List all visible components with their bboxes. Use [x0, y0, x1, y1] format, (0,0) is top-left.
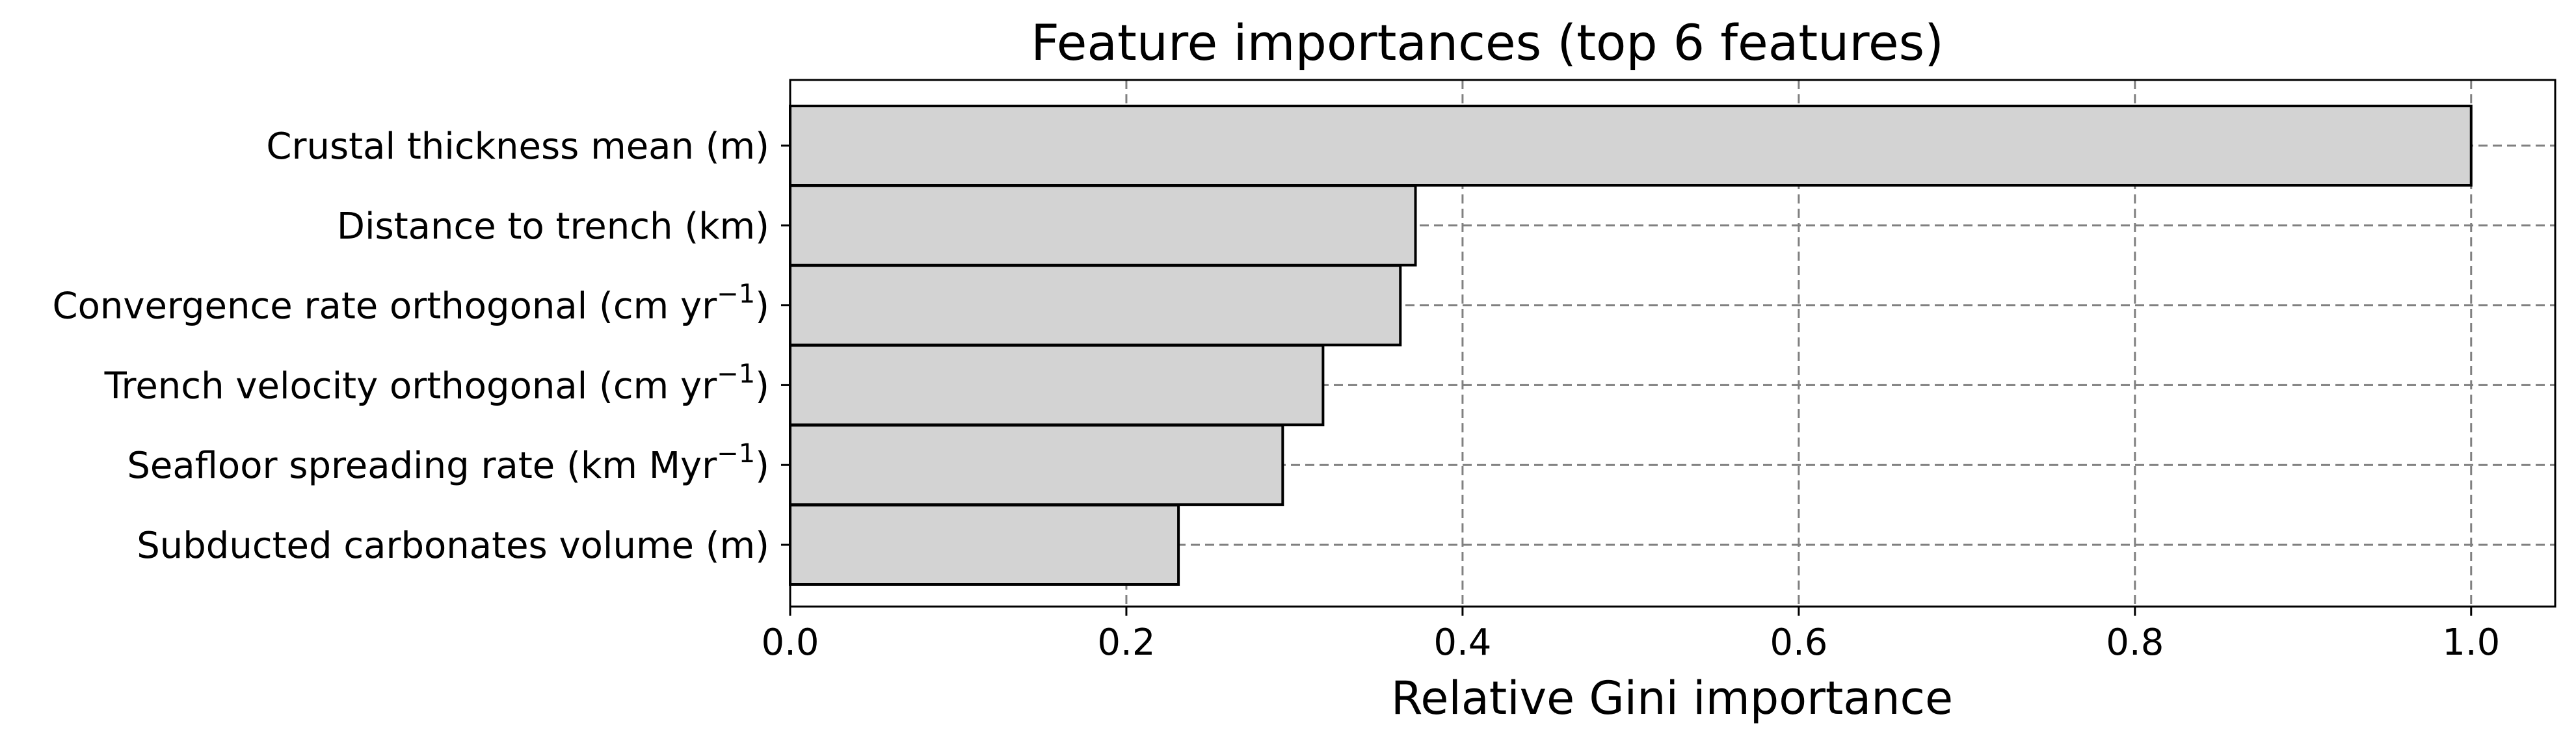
y-category-label: Subducted carbonates volume (m) [137, 525, 769, 567]
y-category-label: Distance to trench (km) [337, 205, 769, 248]
x-tick-label: 0.0 [761, 622, 819, 664]
x-tick-label: 0.2 [1097, 622, 1155, 664]
x-axis-label: Relative Gini importance [1391, 672, 1953, 725]
y-category-label: Crustal thickness mean (m) [266, 125, 769, 168]
y-category-label: Trench velocity orthogonal (cm yr−1) [104, 359, 769, 407]
y-category-label: Seafloor spreading rate (km Myr−1) [127, 439, 769, 487]
bar [789, 184, 1417, 267]
chart-title: Feature importances (top 6 features) [1031, 14, 1944, 72]
x-tick-label: 0.4 [1433, 622, 1491, 664]
x-axis-ticks: 0.0 0.2 0.4 0.6 0.8 1.0 [761, 144, 2500, 664]
x-tick-label: 0.8 [2106, 622, 2164, 664]
x-tick-label: 0.6 [1770, 622, 1827, 664]
bar [789, 504, 1180, 586]
y-category-label: Convergence rate orthogonal (cm yr−1) [52, 280, 769, 328]
plot-frame [789, 79, 2556, 608]
x-tick-label: 1.0 [2442, 622, 2500, 664]
bars [789, 105, 2473, 586]
bar [789, 264, 1402, 347]
bar [789, 344, 1325, 426]
bar [789, 105, 2473, 187]
bar [789, 424, 1284, 506]
y-axis-category-labels: Crustal thickness mean (m) Distance to tr… [52, 125, 769, 567]
